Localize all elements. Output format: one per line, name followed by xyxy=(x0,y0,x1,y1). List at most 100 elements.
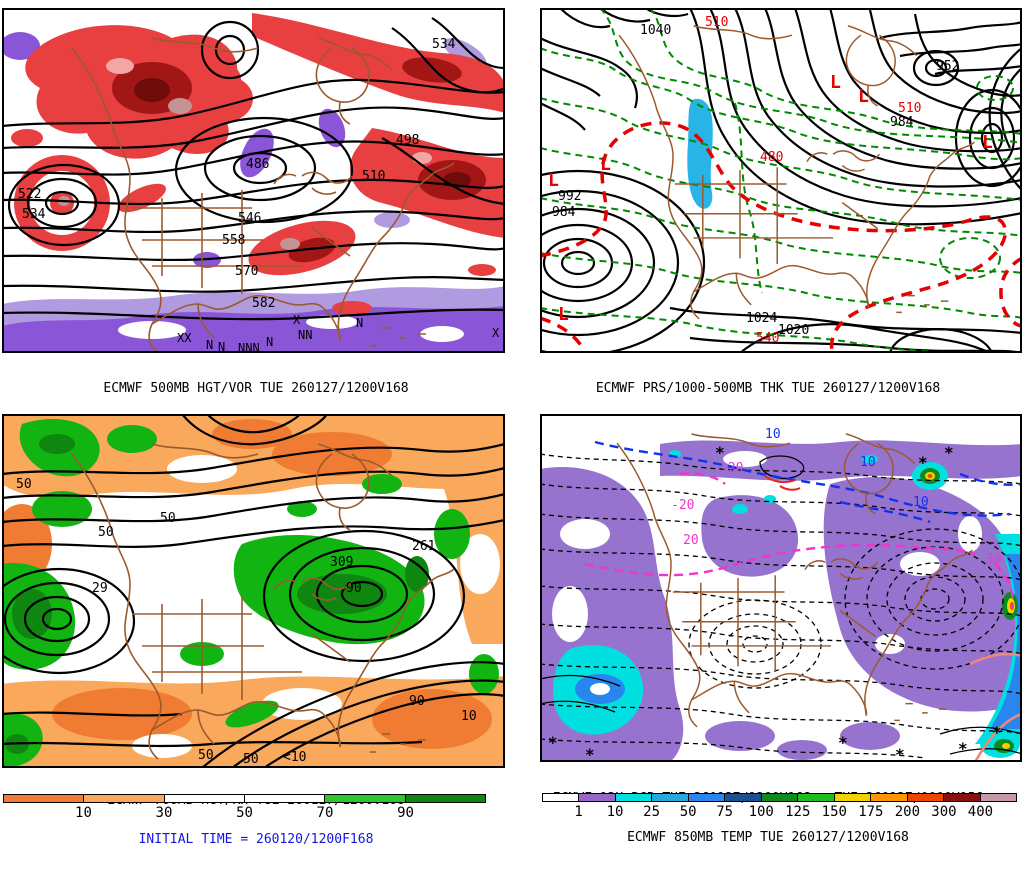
svg-text:10: 10 xyxy=(860,455,876,470)
ecmwf-four-panel-forecast: { "palette": { "caption_blue": "#1414e6"… xyxy=(0,0,1024,846)
vorticity-extrema-markers: XX N N NNN N NN X N X xyxy=(177,313,500,353)
svg-text:N: N xyxy=(206,338,213,352)
panel-pcp-850temp: 10 10 10 -20 -20 20 30 * * * * * * * * *… xyxy=(512,409,1024,844)
svg-text:NNN: NNN xyxy=(238,341,260,353)
colorbar-tick-label: 125 xyxy=(785,804,811,820)
colorbar-segment xyxy=(980,794,1017,801)
map-border xyxy=(2,8,505,353)
map-border xyxy=(540,8,1022,353)
svg-text:952: 952 xyxy=(936,59,959,74)
colorbar-segment xyxy=(834,794,872,801)
initial-time-line: INITIAL TIME = 260120/1200F168 xyxy=(138,832,374,847)
colorbar-labels: 1 10 25 50 75 100 125 150 175 200 300 400 xyxy=(542,804,1017,820)
colorbar-tick-label: 100 xyxy=(748,804,774,820)
panel-500mb-hgt-vor: 534 522 534 546 558 570 582 486 498 510 … xyxy=(0,0,512,434)
svg-text:-20: -20 xyxy=(720,461,743,476)
svg-text:309: 309 xyxy=(330,555,353,570)
map-prs-thickness: L L L L L L 1040 952 984 992 984 1024 10… xyxy=(540,8,1022,353)
colorbar-segment xyxy=(405,795,485,802)
colorbar-tick-label: 90 xyxy=(397,805,414,821)
colorbar-segment xyxy=(164,795,245,802)
pcp-colorbar: 1 10 25 50 75 100 125 150 175 200 300 400 xyxy=(542,793,1017,820)
svg-text:*: * xyxy=(895,745,905,762)
colorbar-segments xyxy=(3,794,486,803)
svg-text:*: * xyxy=(585,745,595,762)
svg-text:1024: 1024 xyxy=(746,311,777,326)
svg-text:534: 534 xyxy=(22,207,46,222)
svg-text:50: 50 xyxy=(98,525,114,540)
colorbar-segment xyxy=(84,795,165,802)
svg-text:*: * xyxy=(548,733,558,752)
svg-text:546: 546 xyxy=(238,211,261,226)
svg-text:510: 510 xyxy=(898,101,921,116)
colorbar-segment xyxy=(907,794,945,801)
svg-text:L: L xyxy=(558,304,569,325)
colorbar-tick-label: 200 xyxy=(894,804,921,820)
thickness-labels: 510 510 480 540 xyxy=(705,15,921,346)
height-labels: 534 522 534 546 558 570 582 486 498 510 xyxy=(18,37,456,311)
svg-text:X: X xyxy=(293,313,301,327)
svg-text:534: 534 xyxy=(432,37,456,52)
mslp-contours xyxy=(540,8,1022,353)
svg-text:*: * xyxy=(838,733,848,752)
svg-text:50: 50 xyxy=(160,511,176,526)
colorbar-tick-label: 25 xyxy=(643,804,661,820)
svg-text:486: 486 xyxy=(246,157,269,172)
svg-text:X: X xyxy=(492,326,500,340)
low-center-symbols: L L L L L L xyxy=(548,72,993,325)
svg-text:L: L xyxy=(600,154,611,175)
svg-text:N: N xyxy=(266,335,273,349)
svg-text:*: * xyxy=(958,739,968,758)
svg-text:L: L xyxy=(830,72,841,93)
temp-warm-contour-red xyxy=(764,475,801,491)
svg-text:522: 522 xyxy=(18,187,41,202)
colorbar-segment xyxy=(4,795,85,802)
rh-height-labels: 50 50 50 261 309 29 90 90 10 50 50 <10 xyxy=(16,477,477,767)
temperature-labels: 10 10 10 -20 -20 20 30 xyxy=(671,427,1002,567)
svg-text:510: 510 xyxy=(362,169,385,184)
map-pcp-850temp: 10 10 10 -20 -20 20 30 * * * * * * * * * xyxy=(540,414,1022,762)
thickness-540-contour-red xyxy=(540,121,1022,353)
map-700mb-hgt-rh: 50 50 50 261 309 29 90 90 10 50 50 <10 xyxy=(2,414,505,768)
svg-text:558: 558 xyxy=(222,233,245,248)
svg-text:261: 261 xyxy=(412,539,435,554)
svg-text:480: 480 xyxy=(760,150,783,165)
caption-line: ECMWF 500MB HGT/VOR TUE 260127/1200V168 xyxy=(103,381,409,396)
svg-text:XX: XX xyxy=(177,331,192,345)
caption-line: ECMWF PRS/1000-500MB THK TUE 260127/1200… xyxy=(595,381,941,396)
colorbar-segment xyxy=(579,794,616,801)
svg-text:*: * xyxy=(944,443,954,462)
colorbar-tick-label: 1 xyxy=(574,804,583,820)
svg-text:L: L xyxy=(982,132,993,153)
svg-text:10: 10 xyxy=(765,427,781,442)
snow-shading-patch xyxy=(687,98,713,209)
colorbar-segment xyxy=(652,794,689,801)
colorbar-tick-label: 50 xyxy=(679,804,697,820)
colorbar-tick-label: 10 xyxy=(606,804,624,820)
svg-text:50: 50 xyxy=(198,748,214,763)
colorbar-segment xyxy=(615,794,653,801)
colorbar-segment xyxy=(798,794,835,801)
height-contours xyxy=(2,414,505,768)
colorbar-tick-label: 75 xyxy=(716,804,734,820)
svg-text:984: 984 xyxy=(552,205,576,220)
svg-text:10: 10 xyxy=(461,709,477,724)
map-border xyxy=(540,414,1022,762)
svg-text:*: * xyxy=(918,453,928,472)
caption-line: ECMWF 850MB TEMP TUE 260127/1200V168 xyxy=(627,830,909,845)
svg-text:10: 10 xyxy=(913,495,929,510)
colorbar-segment xyxy=(725,794,762,801)
svg-text:510: 510 xyxy=(705,15,728,30)
map-border xyxy=(2,414,505,768)
svg-text:90: 90 xyxy=(409,694,425,709)
svg-text:<10: <10 xyxy=(283,750,306,765)
map-500mb-hgt-vor: 534 522 534 546 558 570 582 486 498 510 … xyxy=(2,8,505,353)
colorbar-segment xyxy=(543,794,580,801)
colorbar-tick-label: 50 xyxy=(236,805,253,821)
svg-text:1040: 1040 xyxy=(640,23,671,38)
temp-zero-contour-salmon xyxy=(969,652,1022,762)
height-contours xyxy=(2,17,505,321)
svg-text:30: 30 xyxy=(986,552,1002,567)
colorbar-segment xyxy=(244,795,326,802)
colorbar-segment xyxy=(688,794,726,801)
